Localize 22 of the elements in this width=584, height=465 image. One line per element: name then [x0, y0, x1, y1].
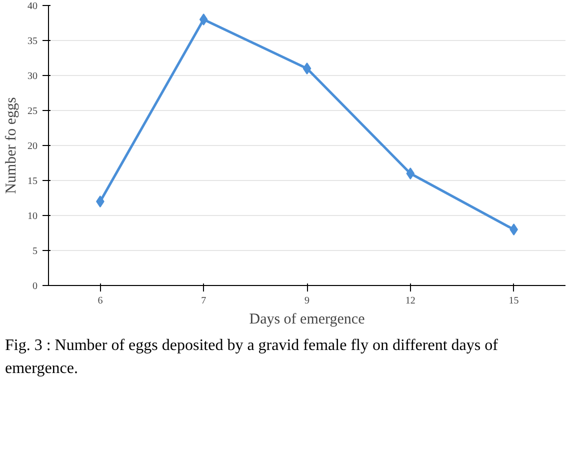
y-tick-label: 30 — [28, 71, 38, 82]
x-tick-label: 6 — [98, 296, 103, 306]
caption: Fig. 3 : Number of eggs deposited by a gravid female fly on different days of emergence. — [5, 336, 499, 379]
x-tick-label: 15 — [508, 296, 519, 306]
point — [406, 168, 415, 180]
y-tick-label: 10 — [28, 211, 38, 222]
y-tick-label: 15 — [28, 176, 38, 187]
point — [510, 224, 518, 236]
point — [96, 196, 104, 208]
point — [199, 14, 208, 26]
y-tick-label: 40 — [28, 1, 38, 12]
y-tick-label: 25 — [28, 106, 38, 117]
x-tick-label: 12 — [405, 296, 416, 306]
point — [302, 62, 312, 74]
x-tick-label: 7 — [201, 296, 206, 306]
y-axis-title: Number fo eggs — [4, 97, 20, 194]
x-tick-label: 9 — [304, 296, 310, 306]
y-tick-label: 0 — [32, 281, 38, 292]
y-tick-label: 35 — [28, 36, 38, 47]
y-tick-label: 5 — [32, 246, 38, 257]
y-tick-label: 20 — [28, 141, 38, 152]
x-axis-title: Days of emergence — [249, 312, 366, 328]
